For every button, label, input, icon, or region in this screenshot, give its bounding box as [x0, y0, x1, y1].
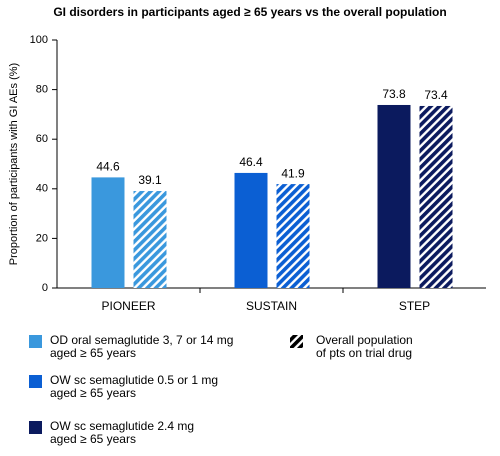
- data-label: 73.4: [424, 88, 448, 102]
- bar: [377, 104, 411, 288]
- data-label: 39.1: [138, 173, 162, 187]
- y-tick-label: 80: [36, 84, 48, 96]
- bar: [276, 184, 310, 288]
- data-label: 44.6: [96, 160, 120, 174]
- legend-swatch: [29, 335, 42, 348]
- data-label: 41.9: [281, 166, 305, 180]
- y-tick-label: 100: [30, 34, 48, 46]
- bar: [234, 172, 268, 288]
- legend-label: aged ≥ 65 years: [50, 432, 136, 446]
- bar: [419, 105, 453, 288]
- x-tick-label: PIONEER: [101, 299, 155, 313]
- y-tick-label: 60: [36, 133, 48, 145]
- bar: [91, 177, 125, 288]
- y-axis-label: Proportion of participants with GI AEs (…: [8, 63, 20, 265]
- bar: [133, 191, 167, 288]
- y-tick-label: 0: [42, 282, 48, 294]
- data-label: 73.8: [382, 87, 406, 101]
- legend-label: OD oral semaglutide 3, 7 or 14 mg: [50, 333, 233, 347]
- data-label: 46.4: [239, 155, 263, 169]
- legend-label: aged ≥ 65 years: [50, 346, 136, 360]
- x-tick-label: SUSTAIN: [246, 299, 297, 313]
- legend-label: OW sc semaglutide 0.5 or 1 mg: [50, 373, 218, 387]
- legend-swatch: [290, 335, 303, 348]
- legend-label: Overall population: [316, 333, 413, 347]
- legend-label: OW sc semaglutide 2.4 mg: [50, 419, 194, 433]
- x-tick-label: STEP: [399, 299, 430, 313]
- y-tick-label: 40: [36, 183, 48, 195]
- legend-label: of pts on trial drug: [316, 346, 412, 360]
- y-tick-label: 20: [36, 232, 48, 244]
- legend-swatch: [29, 421, 42, 434]
- chart-title: GI disorders in participants aged ≥ 65 y…: [53, 5, 446, 19]
- legend-swatch: [29, 375, 42, 388]
- legend-label: aged ≥ 65 years: [50, 386, 136, 400]
